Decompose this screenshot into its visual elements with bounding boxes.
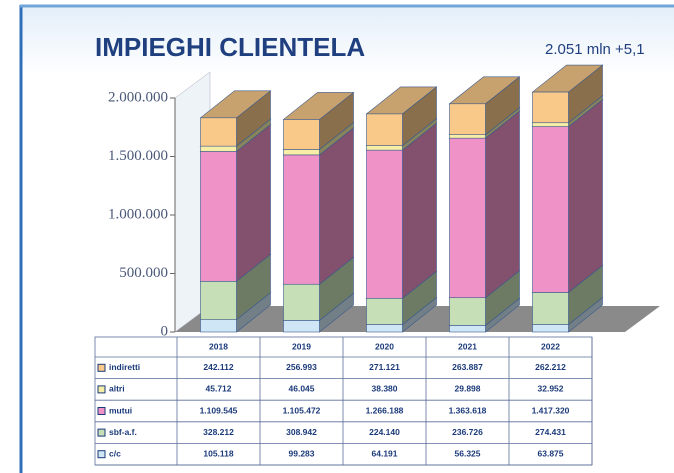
data-label: 38.380 — [372, 384, 398, 394]
bar — [283, 119, 320, 150]
bar — [200, 145, 237, 152]
data-label: 1.266.188 — [366, 405, 404, 415]
data-label: 256.993 — [286, 362, 317, 372]
bar — [283, 320, 320, 333]
x-tick-label: 2018 — [209, 341, 228, 351]
bar — [449, 137, 486, 299]
legend-label: sbf-a.f. — [109, 427, 137, 437]
legend-swatch — [97, 363, 106, 372]
data-label: 99.283 — [289, 448, 315, 458]
bar — [366, 145, 403, 151]
legend-swatch — [97, 407, 106, 415]
data-label: 32.952 — [538, 384, 564, 394]
bar-side — [402, 122, 437, 299]
data-label: 46.045 — [289, 384, 315, 394]
data-label: 64.191 — [372, 448, 398, 458]
bar — [449, 134, 486, 139]
legend-label: altri — [109, 384, 125, 394]
data-label: 328.212 — [203, 427, 234, 437]
x-tick-label: 2020 — [375, 341, 394, 351]
data-label: 1.363.618 — [449, 405, 487, 415]
bar — [200, 319, 237, 333]
data-label: 63.875 — [538, 448, 564, 458]
y-tick-label: 500.000 — [119, 265, 168, 281]
bar-side — [568, 98, 603, 294]
x-tick-label: 2021 — [458, 341, 477, 351]
legend-swatch — [97, 428, 106, 437]
data-label: 236.726 — [452, 427, 483, 437]
legend-label: c/c — [109, 448, 121, 458]
bar — [283, 149, 320, 156]
bar — [532, 91, 569, 124]
bar-side — [485, 110, 520, 299]
bar — [366, 297, 403, 325]
bar-side — [236, 123, 271, 282]
bar — [449, 297, 486, 326]
legend-label: indiretti — [109, 362, 140, 372]
y-tick-label: 0 — [161, 323, 169, 339]
data-label: 274.431 — [535, 427, 566, 437]
bar — [366, 324, 403, 333]
legend-swatch — [97, 450, 106, 459]
bar — [200, 117, 237, 147]
data-label: 56.325 — [455, 448, 481, 458]
data-label: 1.105.472 — [283, 405, 321, 415]
bar — [449, 103, 486, 135]
bar — [283, 154, 320, 285]
x-tick-label: 2019 — [292, 341, 311, 351]
bar — [200, 151, 237, 282]
data-label: 1.109.545 — [200, 405, 238, 415]
bar — [366, 149, 403, 299]
legend-swatch — [97, 385, 106, 394]
bar — [200, 281, 237, 321]
data-label: 105.118 — [203, 448, 234, 458]
bar — [532, 324, 569, 333]
bar — [449, 325, 486, 333]
y-tick-label: 1.500.000 — [108, 148, 168, 164]
data-label: 308.942 — [286, 427, 317, 437]
bar — [366, 113, 403, 146]
x-tick-label: 2022 — [541, 341, 560, 351]
table-bg — [94, 336, 593, 466]
bar — [283, 283, 320, 321]
data-label: 271.121 — [369, 362, 400, 372]
data-label: 263.887 — [452, 362, 483, 372]
data-label: 1.417.320 — [532, 405, 570, 415]
bar — [532, 292, 569, 325]
bar — [532, 126, 569, 293]
chart-title: IMPIEGHI CLIENTELA — [95, 32, 365, 62]
y-tick-label: 2.000.000 — [108, 89, 168, 105]
legend-label: mutui — [109, 405, 132, 415]
bar-side — [319, 127, 354, 285]
bar — [532, 122, 569, 127]
data-label: 224.140 — [369, 427, 400, 437]
data-label: 242.112 — [203, 362, 234, 372]
data-label: 262.212 — [535, 362, 566, 372]
data-label: 45.712 — [206, 384, 232, 394]
data-label: 29.898 — [455, 384, 481, 394]
y-tick-label: 1.000.000 — [108, 206, 168, 222]
subtitle: 2.051 mln +5,1 — [545, 41, 645, 58]
